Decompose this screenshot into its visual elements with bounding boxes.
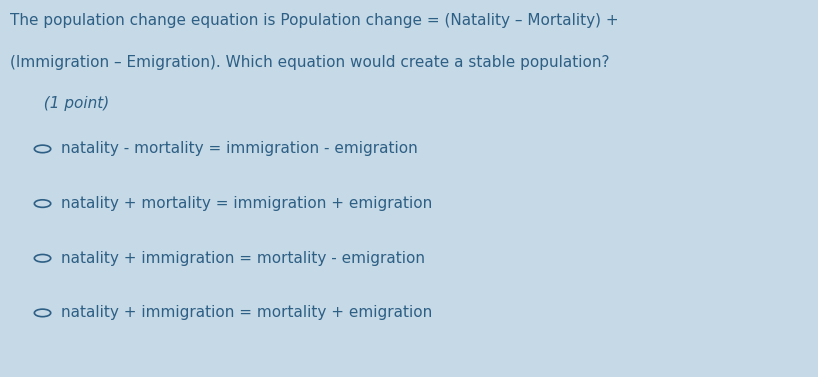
Text: natality + immigration = mortality - emigration: natality + immigration = mortality - emi… <box>61 251 425 266</box>
Text: (Immigration – Emigration). Which equation would create a stable population?: (Immigration – Emigration). Which equati… <box>10 55 609 70</box>
Text: natality - mortality = immigration - emigration: natality - mortality = immigration - emi… <box>61 141 418 156</box>
Text: natality + mortality = immigration + emigration: natality + mortality = immigration + emi… <box>61 196 433 211</box>
Text: natality + immigration = mortality + emigration: natality + immigration = mortality + emi… <box>61 305 433 320</box>
Text: (1 point): (1 point) <box>34 96 110 111</box>
Text: The population change equation is Population change = (Natality – Mortality) +: The population change equation is Popula… <box>10 13 618 28</box>
